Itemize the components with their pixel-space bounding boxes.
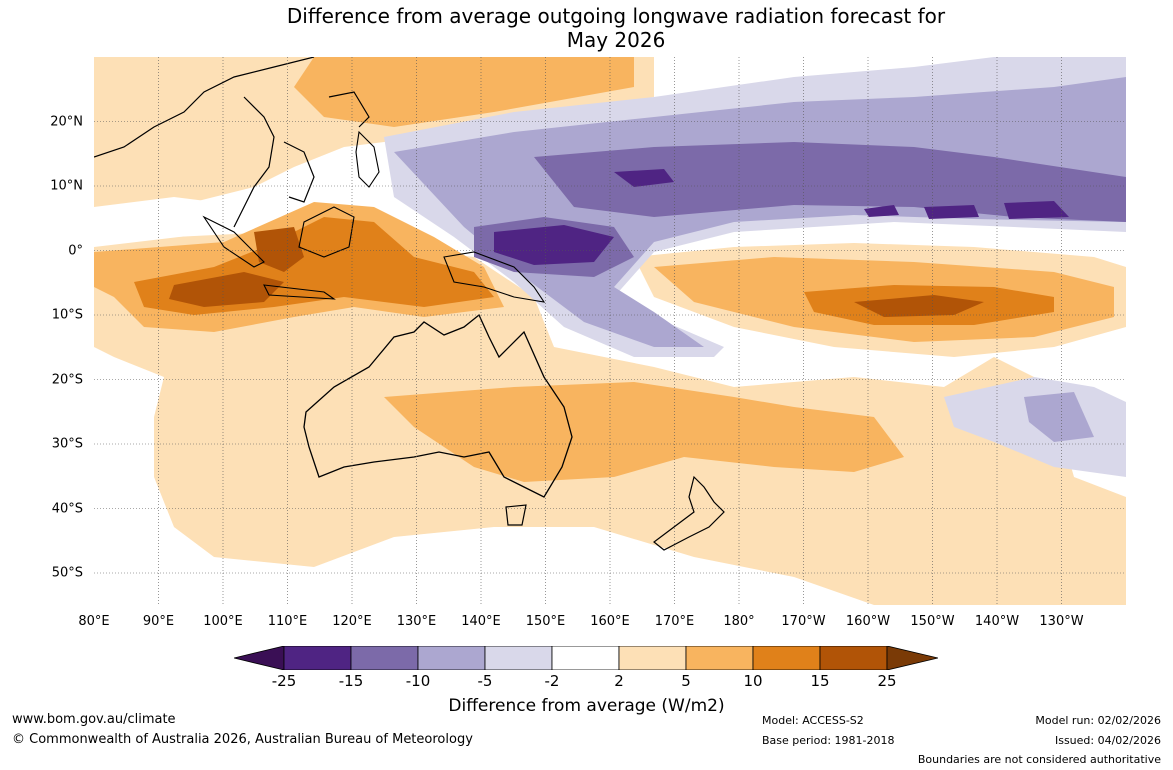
- lon-label: 160°E: [590, 614, 630, 629]
- anomaly-region-dark-purple: [494, 225, 614, 265]
- lon-label: 90°E: [142, 614, 175, 629]
- colorbar-label: 15: [810, 672, 830, 690]
- title-line-1: Difference from average outgoing longwav…: [286, 4, 946, 28]
- lon-label: 160°W: [845, 614, 891, 629]
- lat-label: 20°S: [51, 372, 83, 387]
- sumatra-coastline: [202, 215, 265, 268]
- colorbar-swatch: [752, 646, 821, 670]
- website-link[interactable]: www.bom.gov.au/climate: [12, 712, 176, 727]
- lat-label: 40°S: [51, 501, 83, 516]
- anomaly-region-pale-purple: [944, 377, 1126, 477]
- colorbar-swatch: [551, 646, 620, 670]
- copyright-text: © Commonwealth of Australia 2026, Austra…: [12, 732, 473, 747]
- anomaly-region-dark-purple: [614, 169, 674, 187]
- colorbar-swatch: [618, 646, 687, 670]
- lon-label: 100°E: [203, 614, 243, 629]
- new-zealand-coastline: [653, 475, 725, 551]
- model-run-date: Model run: 02/02/2026: [1035, 714, 1161, 727]
- anomaly-region-dark-purple: [924, 205, 979, 219]
- lat-label: 0°: [68, 243, 83, 258]
- anomaly-region-dark-purple: [864, 205, 899, 217]
- lon-label: 80°E: [78, 614, 110, 629]
- colorbar-extend-high: [886, 646, 938, 670]
- anomaly-region-orange: [384, 382, 904, 482]
- colorbar-label: -25: [271, 672, 297, 690]
- anomaly-region-brown: [254, 227, 304, 272]
- lon-label: 150°E: [525, 614, 566, 629]
- australia-coastline: [303, 313, 573, 498]
- lon-label: 170°W: [781, 614, 826, 629]
- base-period: Base period: 1981-2018: [762, 734, 895, 747]
- anomaly-region-dark-purple: [1004, 201, 1069, 219]
- lon-label: 130°W: [1039, 614, 1084, 629]
- colorbar-swatch: [484, 646, 553, 670]
- colorbar-label: 5: [681, 672, 691, 690]
- colorbar-label: -10: [405, 672, 431, 690]
- anomaly-region-mid-purple: [534, 142, 1126, 222]
- colorbar-swatch: [685, 646, 754, 670]
- colorbar-label: 10: [743, 672, 763, 690]
- asia-coastline: [94, 57, 370, 228]
- lon-label: 110°E: [267, 614, 308, 629]
- lon-label: 140°W: [974, 614, 1020, 629]
- philippines-coastline: [355, 130, 380, 188]
- tasmania-coastline: [505, 504, 527, 526]
- map-title: Difference from average outgoing longwav…: [0, 4, 1173, 52]
- colorbar: [234, 646, 938, 670]
- disclaimer-text: Boundaries are not considered authoritat…: [917, 753, 1161, 766]
- issued-date: Issued: 04/02/2026: [1054, 734, 1161, 747]
- lon-label: 150°W: [910, 614, 955, 629]
- anomaly-region-orange: [294, 57, 634, 127]
- colorbar-title: Difference from average (W/m2): [448, 696, 725, 716]
- colorbar-label: -2: [544, 672, 560, 690]
- anomaly-region-brown: [854, 295, 984, 317]
- new-guinea-coastline: [443, 251, 546, 303]
- lon-label: 120°E: [332, 614, 372, 629]
- lat-label: 20°N: [50, 114, 83, 129]
- borneo-coastline: [298, 206, 355, 258]
- lon-label: 170°E: [654, 614, 695, 629]
- anomaly-region-light-purple: [1024, 392, 1094, 442]
- lat-label: 30°S: [51, 436, 83, 452]
- lat-label: 10°N: [50, 178, 83, 194]
- lat-label: 50°S: [51, 565, 83, 581]
- colorbar-swatch: [283, 646, 352, 670]
- anomaly-map: [94, 57, 1126, 605]
- colorbar-label: 25: [877, 672, 897, 690]
- lon-label: 140°E: [461, 614, 501, 629]
- lon-label: 130°E: [396, 614, 437, 629]
- map-canvas: [94, 57, 1126, 605]
- java-coastline: [263, 284, 336, 300]
- colorbar-extend-low: [234, 646, 285, 670]
- lat-label: 10°S: [51, 307, 83, 323]
- anomaly-region-neutral: [94, 197, 274, 242]
- anomaly-region-light-purple: [394, 77, 1126, 347]
- model-name: Model: ACCESS-S2: [762, 714, 864, 727]
- title-line-2: May 2026: [566, 28, 666, 52]
- colorbar-label: 2: [614, 672, 624, 690]
- colorbar-swatch: [350, 646, 419, 670]
- colorbar-swatch: [819, 646, 888, 670]
- anomaly-region-brown: [169, 272, 284, 307]
- lon-label: 180°: [723, 614, 755, 629]
- colorbar-swatch: [417, 646, 486, 670]
- colorbar-label: -5: [477, 672, 493, 690]
- graticule: [94, 57, 1126, 605]
- colorbar-label: -15: [338, 672, 364, 690]
